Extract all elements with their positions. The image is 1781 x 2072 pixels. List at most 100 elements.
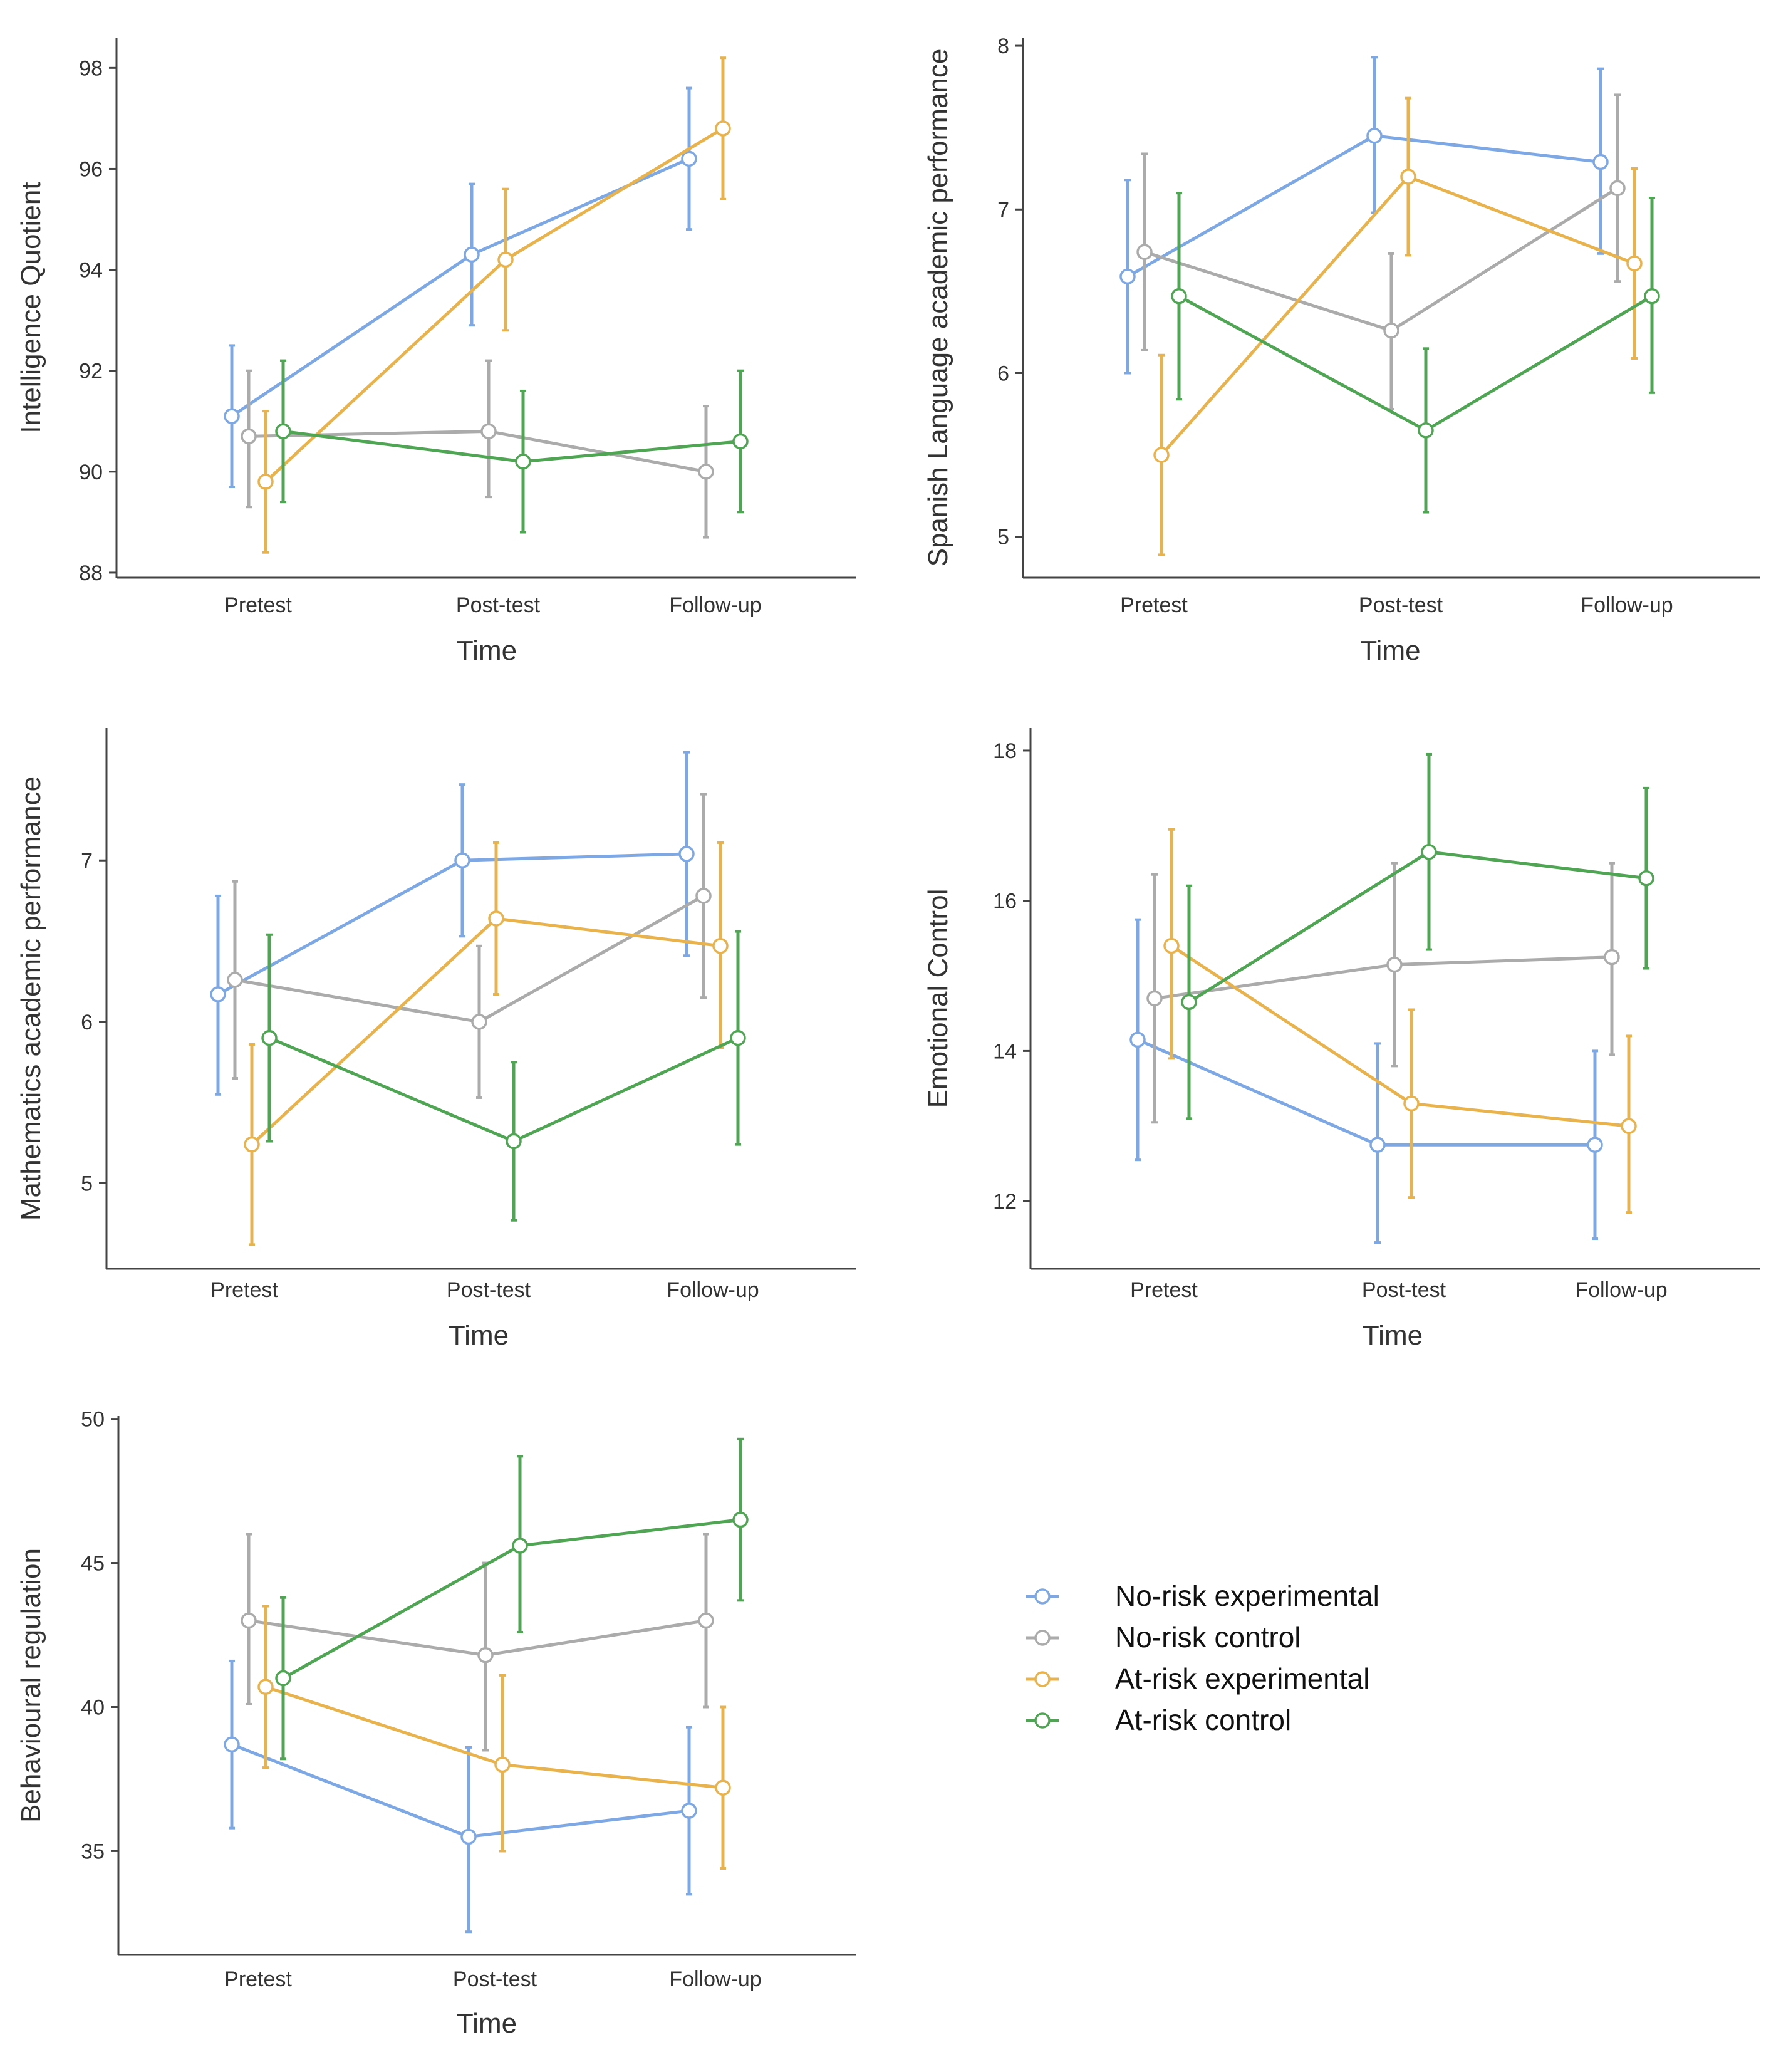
series-line: [231, 1742, 690, 1838]
series-no-risk-control: [227, 793, 712, 1099]
chart-panel-2: 5 6 7 8 Pretest Post-test Follow-up Time Spanish…: [923, 34, 1760, 666]
data-point: [1383, 322, 1399, 339]
series-at-risk-control: [1171, 192, 1660, 514]
x-tick-label: Post-test: [456, 593, 541, 617]
series-no-risk-control: [1136, 93, 1626, 410]
data-point: [480, 423, 497, 440]
data-point: [1146, 990, 1163, 1007]
series-line: [1188, 850, 1647, 1004]
data-point: [257, 474, 274, 490]
x-axis-title: Time: [1363, 1320, 1423, 1351]
data-point: [698, 1612, 714, 1629]
series-line: [1170, 944, 1629, 1128]
data-point: [275, 423, 291, 440]
y-tick-label: 7: [81, 849, 93, 873]
data-point: [1421, 844, 1437, 860]
y-tick-label: 35: [81, 1840, 105, 1863]
legend-circle-icon: [1034, 1630, 1051, 1646]
data-point: [1644, 288, 1660, 305]
y-tick-label: 16: [993, 890, 1017, 914]
data-point: [241, 1612, 257, 1629]
series-no-risk-experimental: [224, 1659, 697, 1934]
data-point: [1400, 169, 1416, 185]
legend-circle-icon: [1034, 1712, 1051, 1729]
x-tick-label: Pretest: [224, 593, 292, 617]
x-tick-label: Post-test: [453, 1967, 537, 1991]
y-tick-label: 88: [79, 561, 103, 585]
legend-item: No-risk control: [1026, 1621, 1301, 1653]
series-line: [1154, 955, 1612, 1000]
legend-label: No-risk control: [1115, 1621, 1301, 1653]
series-line: [265, 1685, 724, 1789]
series-line: [1136, 1038, 1595, 1147]
legend-circle-icon: [1034, 1588, 1051, 1605]
y-tick-label: 45: [81, 1552, 105, 1576]
data-point: [1366, 127, 1383, 144]
y-tick-label: 5: [81, 1172, 93, 1195]
data-point: [1626, 255, 1643, 272]
data-point: [730, 1029, 746, 1046]
data-point: [1609, 180, 1626, 197]
legend-item: At-risk control: [1026, 1704, 1291, 1736]
data-point: [460, 1828, 477, 1845]
series-no-risk-control: [241, 359, 714, 539]
y-tick-label: 8: [997, 34, 1009, 58]
y-axis-title: Intelligence Quotient: [16, 182, 46, 433]
y-tick-label: 12: [993, 1190, 1017, 1214]
x-tick-label: Post-test: [1359, 593, 1443, 617]
legend-label: At-risk control: [1115, 1704, 1291, 1736]
series-at-risk-experimental: [244, 841, 729, 1246]
legend-item: At-risk experimental: [1026, 1662, 1369, 1695]
legend-label: No-risk experimental: [1115, 1580, 1379, 1612]
data-point: [695, 888, 712, 904]
y-axis-title: Behavioural regulation: [16, 1548, 46, 1823]
y-tick-label: 96: [79, 157, 103, 181]
data-point: [224, 1736, 240, 1753]
data-point: [681, 1803, 697, 1819]
data-point: [488, 910, 504, 927]
series-line: [231, 157, 690, 418]
x-axis-title: Time: [1360, 635, 1420, 666]
chart-panel-1: 88 90 92 94 96 98 Pretest Post-test Follow-up Tim…: [16, 38, 856, 666]
data-point: [512, 1538, 528, 1554]
series-line: [251, 917, 721, 1146]
data-point: [515, 453, 531, 470]
data-point: [1592, 154, 1609, 170]
series-no-risk-experimental: [1119, 56, 1609, 375]
y-tick-label: 92: [79, 360, 103, 383]
data-point: [454, 852, 470, 868]
data-point: [1119, 268, 1136, 285]
data-point: [210, 986, 226, 1002]
data-point: [1163, 937, 1180, 954]
data-point: [715, 1779, 731, 1796]
data-point: [471, 1014, 487, 1030]
y-tick-label: 94: [79, 259, 103, 283]
series-at-risk-control: [275, 359, 749, 534]
data-point: [1587, 1137, 1603, 1153]
series-no-risk-experimental: [1129, 918, 1603, 1244]
series-line: [282, 1518, 741, 1680]
data-point: [1129, 1031, 1146, 1048]
series-no-risk-experimental: [210, 751, 695, 1096]
x-tick-label: Follow-up: [669, 1967, 761, 1991]
data-point: [275, 1670, 291, 1687]
data-point: [1403, 1095, 1420, 1112]
data-point: [732, 433, 749, 450]
y-tick-label: 6: [997, 362, 1009, 385]
series-line: [269, 1036, 739, 1143]
data-point: [681, 150, 697, 167]
data-point: [1604, 949, 1620, 966]
x-tick-label: Pretest: [210, 1278, 278, 1302]
data-point: [227, 972, 243, 988]
y-tick-label: 50: [81, 1408, 105, 1432]
series-at-risk-experimental: [1153, 96, 1643, 556]
data-point: [261, 1029, 278, 1046]
data-point: [732, 1511, 749, 1528]
x-tick-label: Follow-up: [667, 1278, 759, 1302]
chart-panel-5: 35 40 45 50 Pretest Post-test Follow-up Time Beh…: [16, 1408, 856, 2039]
data-point: [1153, 447, 1170, 463]
data-point: [712, 938, 729, 954]
data-point: [698, 464, 714, 480]
data-point: [497, 251, 514, 268]
